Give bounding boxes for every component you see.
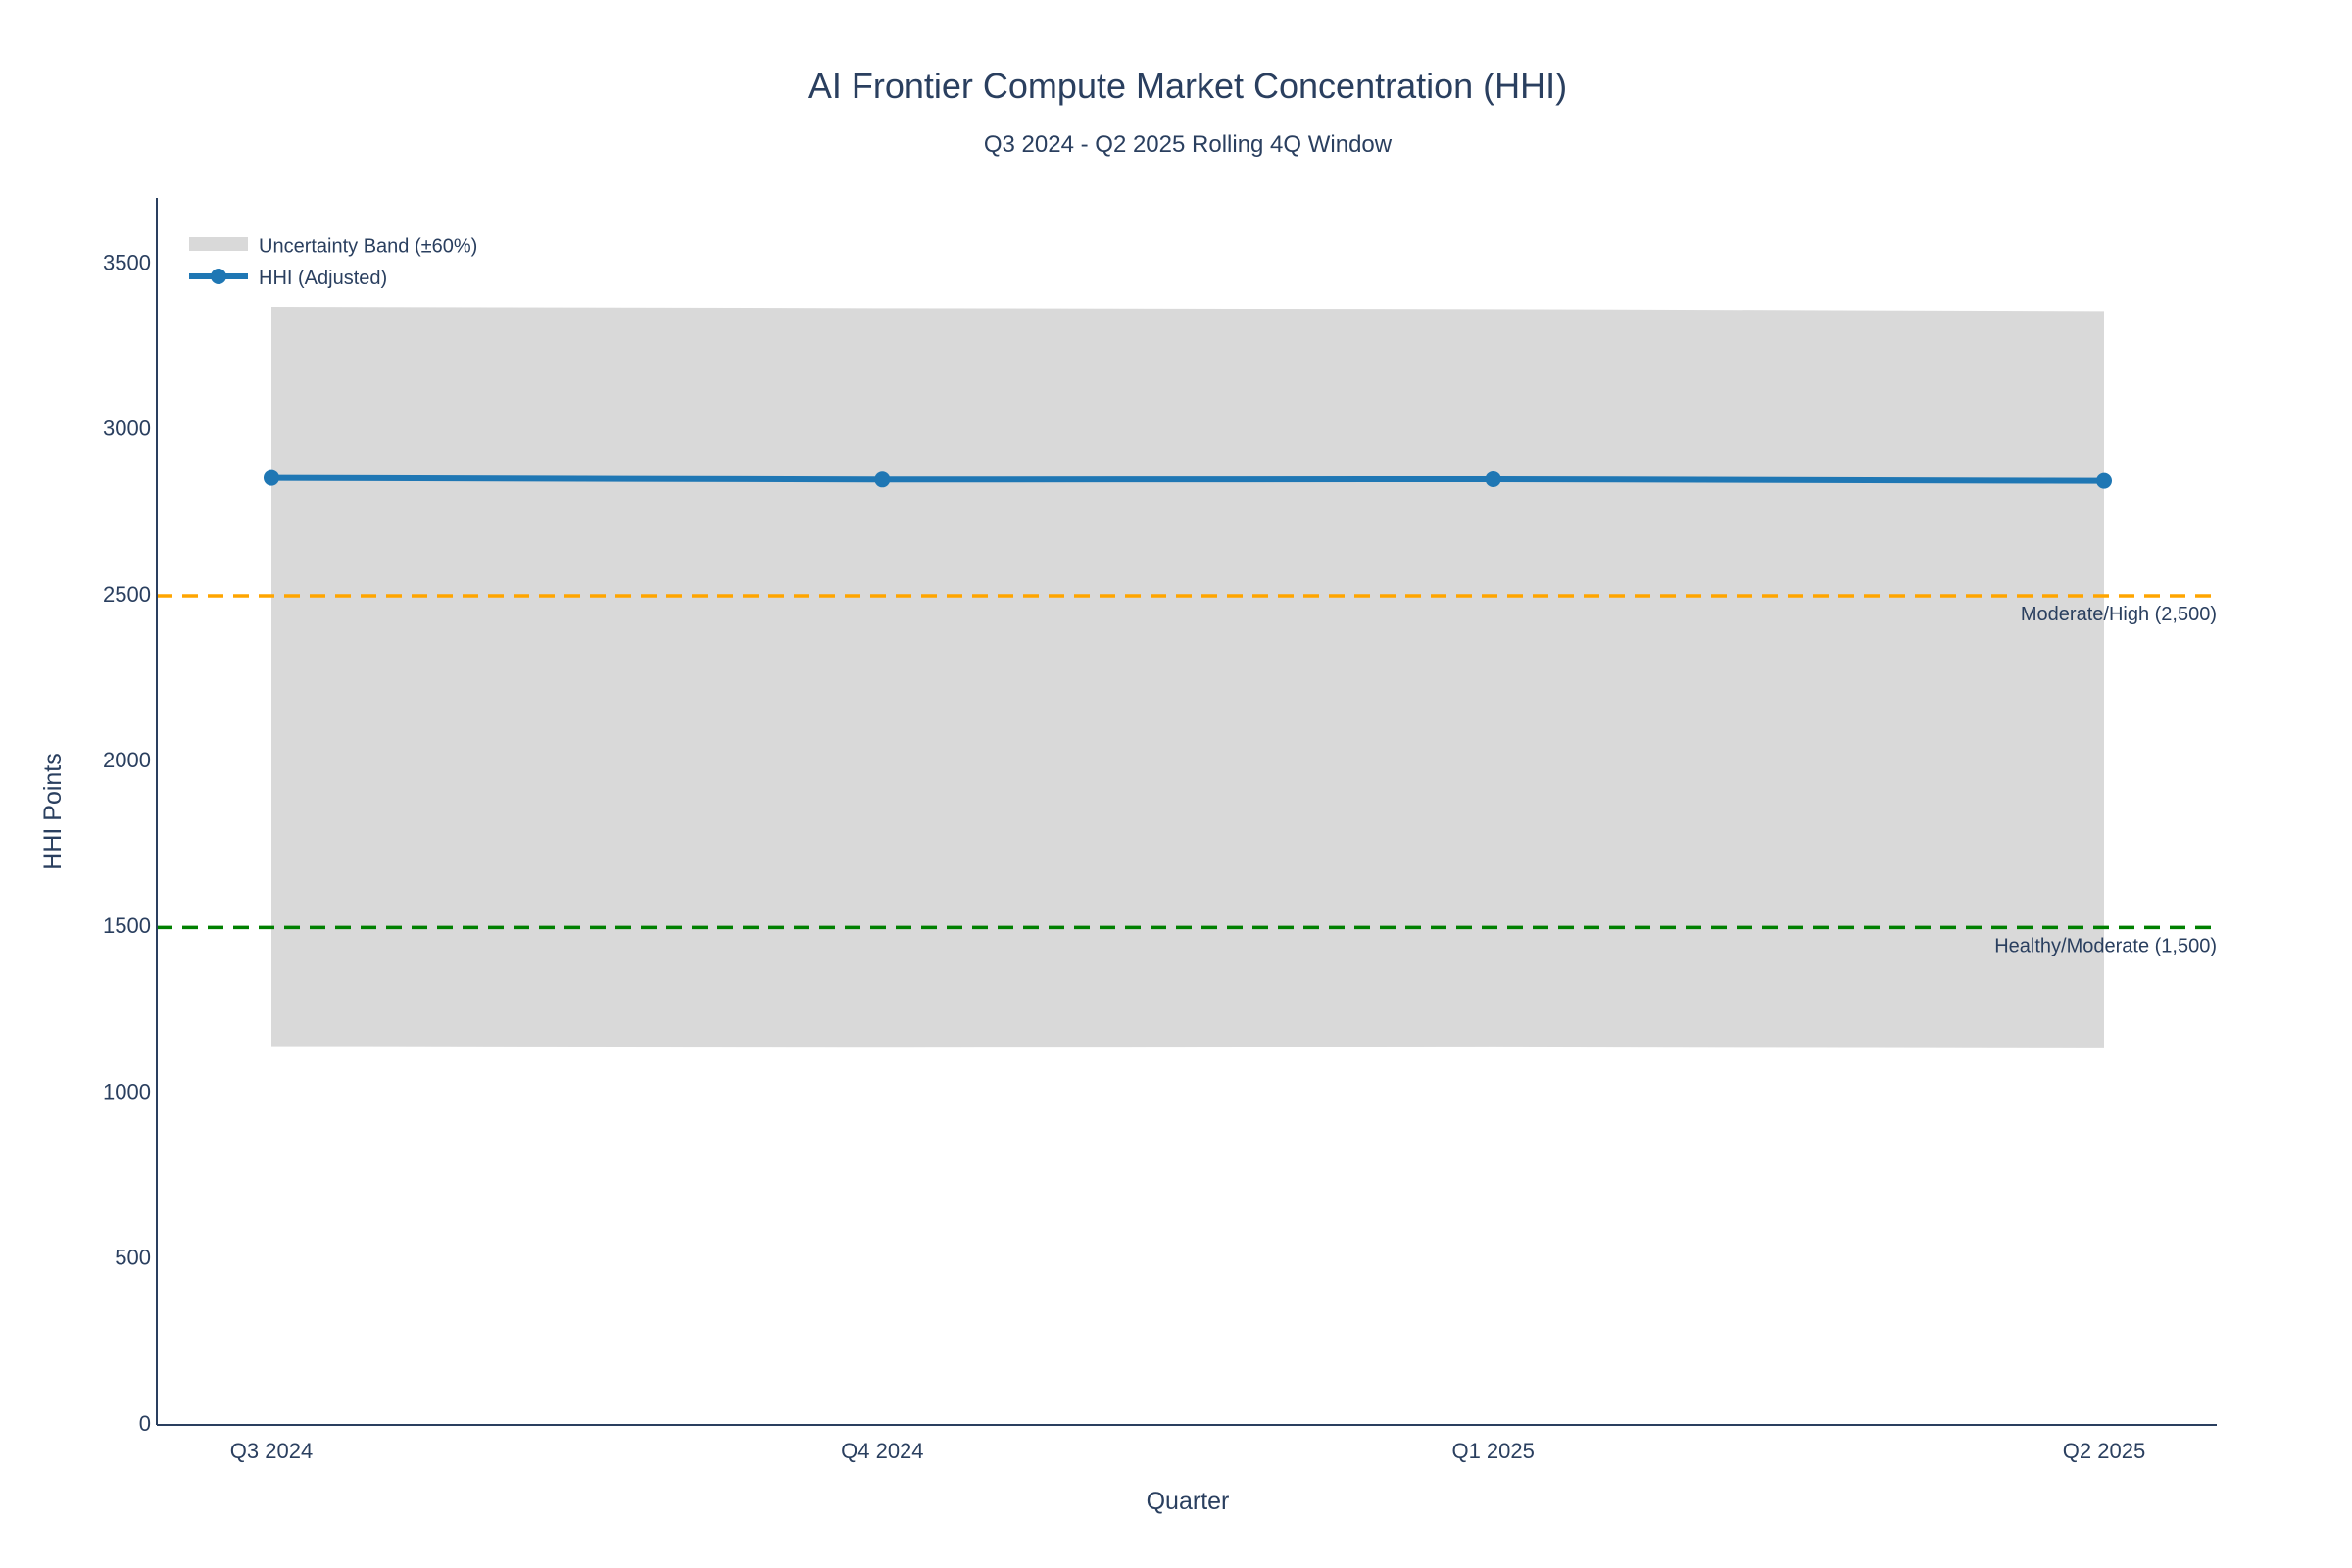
x-tick-label: Q2 2025	[2063, 1439, 2145, 1463]
y-tick-label: 2500	[103, 582, 151, 607]
x-tick-label: Q4 2024	[841, 1439, 923, 1463]
y-tick-label: 1500	[103, 913, 151, 938]
legend-series-label: HHI (Adjusted)	[259, 268, 387, 289]
y-axis-title: HHI Points	[39, 753, 67, 869]
y-tick-label: 1000	[103, 1079, 151, 1103]
y-tick-label: 2000	[103, 748, 151, 772]
chart-subtitle: Q3 2024 - Q2 2025 Rolling 4Q Window	[984, 131, 1393, 158]
series-point	[874, 471, 891, 488]
reference-line-label-0: Moderate/High (2,500)	[2021, 604, 2217, 625]
reference-line-label-1: Healthy/Moderate (1,500)	[1994, 935, 2217, 956]
x-tick-label: Q3 2024	[230, 1439, 313, 1463]
series-point	[264, 469, 279, 486]
plot-area: Moderate/High (2,500) Healthy/Moderate (1…	[103, 198, 2217, 1463]
legend: Uncertainty Band (±60%) HHI (Adjusted)	[189, 235, 477, 289]
series-point	[1485, 470, 1501, 487]
y-tick-label: 3000	[103, 416, 151, 441]
legend-band-swatch	[189, 237, 248, 251]
series-point	[2096, 472, 2112, 489]
legend-band-label: Uncertainty Band (±60%)	[259, 235, 477, 257]
series-line	[270, 474, 2105, 484]
uncertainty-band	[271, 306, 2104, 1048]
legend-series-marker	[211, 269, 226, 284]
x-tick-label: Q1 2025	[1451, 1439, 1534, 1463]
y-tick-label: 500	[115, 1246, 151, 1270]
y-tick-label: 3500	[103, 250, 151, 274]
x-axis-title: Quarter	[1147, 1488, 1230, 1515]
chart-title: AI Frontier Compute Market Concentration…	[808, 66, 1567, 106]
y-tick-label: 0	[139, 1411, 151, 1436]
